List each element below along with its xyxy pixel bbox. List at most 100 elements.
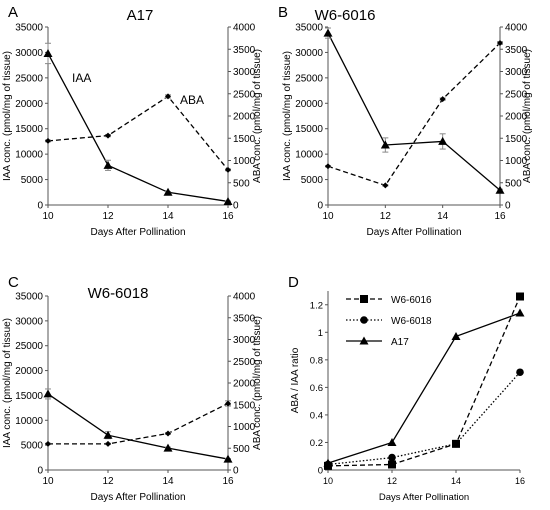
- x-tick-label: 10: [42, 476, 54, 487]
- series-line-w6-6018: [327, 371, 521, 466]
- legend-label: W6-6016: [391, 295, 432, 306]
- x-tick-label: 16: [494, 211, 506, 222]
- x-tick-label: 12: [102, 211, 114, 222]
- y-tick-label-left: 5000: [301, 175, 324, 186]
- y-tick-label-right: 1000: [233, 156, 256, 167]
- y-tick-label-left: 15000: [15, 124, 43, 135]
- y-axis-label-left: ABA / IAA ratio: [290, 347, 301, 413]
- data-point: [438, 136, 448, 145]
- y-axis-label-right: ABA conc. (pmol/mg of tissue): [252, 49, 263, 183]
- y-tick-label-left: 0.2: [310, 438, 323, 449]
- y-tick-label-left: 0: [37, 201, 43, 212]
- series-line-aba: [327, 42, 501, 187]
- y-tick-label-right: 1000: [233, 422, 256, 433]
- y-tick-label-left: 25000: [15, 73, 43, 84]
- y-tick-label-left: 35000: [15, 292, 43, 303]
- data-point: [45, 440, 51, 447]
- data-point: [163, 187, 173, 196]
- data-point: [516, 292, 524, 301]
- y-tick-label-right: 0: [233, 201, 239, 212]
- panel-a-plot: 0 5000 10000 15000 20000 25000 30000 35000 0 500 1…: [2, 23, 263, 239]
- data-point: [452, 440, 460, 448]
- y-axis-label-right: ABA conc. (pmol/mg of tissue): [522, 49, 533, 183]
- y-tick-label-left: 20000: [15, 366, 43, 377]
- series-line-iaa: [327, 32, 501, 191]
- y-tick-label-right: 0: [505, 201, 511, 212]
- y-tick-label-left: 15000: [295, 124, 323, 135]
- y-tick-label-left: 10000: [15, 150, 43, 161]
- y-tick-label-right: 3500: [233, 313, 256, 324]
- data-point: [323, 28, 333, 37]
- y-tick-label-left: 30000: [15, 48, 43, 59]
- y-axis-label-left: IAA conc. (pmol/mg of tissue): [282, 51, 293, 181]
- y-axis-label-left: IAA conc. (pmol/mg of tissue): [2, 318, 13, 448]
- series-line-iaa: [47, 393, 229, 460]
- y-tick-label-right: 2000: [233, 112, 256, 123]
- data-point: [225, 166, 231, 173]
- y-tick-label-right: 4000: [233, 292, 256, 303]
- y-tick-label-right: 2500: [233, 89, 256, 100]
- panel-b-title: W6-6016: [315, 7, 376, 24]
- y-tick-label-right: 1500: [233, 400, 256, 411]
- series-line-aba: [47, 95, 229, 171]
- panel-d-letter: D: [288, 274, 299, 291]
- panel-c-letter: C: [8, 274, 19, 291]
- y-tick-label-left: 5000: [21, 441, 44, 452]
- panel-a-letter: A: [8, 4, 18, 21]
- data-point: [165, 93, 171, 100]
- x-tick-label: 16: [515, 476, 525, 486]
- x-tick-label: 14: [451, 476, 461, 486]
- data-point: [382, 182, 389, 189]
- data-point: [223, 454, 233, 463]
- y-tick-label-left: 30000: [15, 316, 43, 327]
- data-point: [451, 331, 461, 340]
- y-tick-label-right: 3000: [505, 67, 528, 78]
- x-tick-label: 10: [42, 211, 54, 222]
- y-tick-label-left: 15000: [15, 391, 43, 402]
- y-tick-label-left: 1.2: [310, 300, 323, 311]
- data-point: [515, 308, 525, 317]
- data-point: [103, 160, 113, 169]
- y-axis-label-left: IAA conc. (pmol/mg of tissue): [2, 51, 13, 181]
- y-tick-label-left: 35000: [15, 23, 43, 34]
- y-tick-label-right: 500: [505, 178, 522, 189]
- series-line-aba: [48, 402, 229, 445]
- x-tick-label: 16: [222, 476, 234, 487]
- y-tick-label-right: 3500: [505, 45, 528, 56]
- y-tick-label-right: 4000: [233, 23, 256, 34]
- data-point: [105, 132, 111, 139]
- data-point: [105, 440, 111, 447]
- x-tick-label: 14: [162, 211, 174, 222]
- y-tick-label-right: 2000: [505, 112, 528, 123]
- panel-b-plot: 0 5000 10000 15000 20000 25000 30000 35000 0 500 1…: [282, 23, 533, 239]
- legend-marker: [359, 336, 369, 345]
- y-tick-label-right: 2000: [233, 379, 256, 390]
- annotation-aba: ABA: [180, 93, 204, 107]
- x-tick-label: 12: [387, 476, 397, 486]
- data-point: [388, 460, 396, 469]
- data-point: [165, 430, 171, 437]
- data-point: [388, 453, 396, 462]
- data-point: [387, 437, 397, 446]
- legend-marker: [360, 316, 368, 324]
- panel-a-title: A17: [127, 7, 154, 24]
- y-tick-label-left: 5000: [21, 175, 44, 186]
- data-point: [323, 458, 333, 467]
- x-axis-label: Days After Pollination: [379, 492, 469, 503]
- x-tick-label: 12: [380, 211, 392, 222]
- data-point: [103, 430, 113, 439]
- y-tick-label-left: 35000: [295, 23, 323, 34]
- y-tick-label-left: 30000: [295, 48, 323, 59]
- data-point: [439, 96, 446, 103]
- panel-b-letter: B: [278, 4, 288, 21]
- y-tick-label-left: 0: [37, 466, 43, 477]
- x-tick-label: 12: [102, 476, 114, 487]
- data-point: [43, 48, 53, 57]
- y-tick-label-right: 4000: [505, 23, 528, 34]
- series-line-iaa: [47, 53, 229, 203]
- y-tick-label-left: 20000: [295, 99, 323, 110]
- y-tick-label-left: 0.4: [310, 410, 323, 421]
- y-tick-label-left: 0.6: [310, 383, 323, 394]
- y-tick-label-left: 10000: [15, 416, 43, 427]
